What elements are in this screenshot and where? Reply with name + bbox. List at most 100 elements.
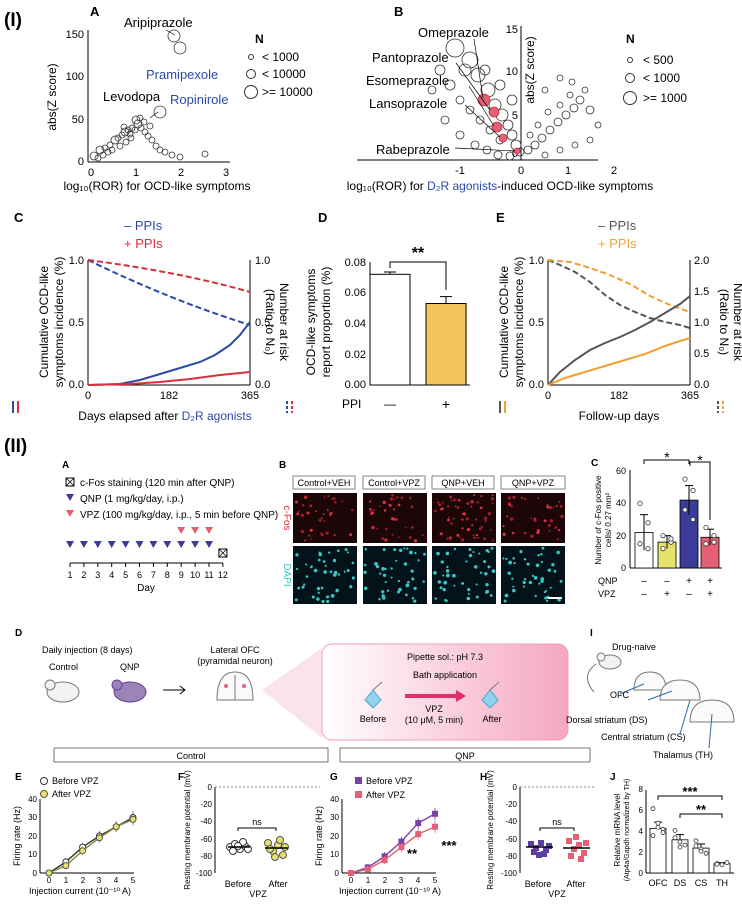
qnp-marker-4 xyxy=(107,541,116,548)
dot-IIJ-0 xyxy=(660,830,666,835)
cfos-cell xyxy=(382,500,386,504)
line-lineIIG-0 xyxy=(350,813,436,874)
dapi-cell xyxy=(303,583,306,586)
panel-I-E: E – PPIs + PPIs 0.0 0.5 1.0 0.0 0.5 1.0 … xyxy=(496,210,742,423)
ylabel-E-2: symptoms incidence (%) xyxy=(512,257,526,388)
panel-I-A: A 0 50 100 150 0 1 2 3 abs(Z score) log₁… xyxy=(45,4,313,193)
legend-B-item-2: >= 1000 xyxy=(643,91,687,105)
cfos-cell xyxy=(331,497,334,501)
curve-C-inc-minus xyxy=(87,321,251,386)
qnp-marker-2 xyxy=(79,541,88,548)
ytick-IIC-1: 20 xyxy=(616,531,626,541)
ylabel-IIH: Resting membrane potential (mV) xyxy=(486,770,495,890)
ytick-D-1: 0.02 xyxy=(345,349,366,361)
cond-IIB-1: Control+VPZ xyxy=(368,478,420,488)
dapi-cell xyxy=(381,567,385,571)
dapi-cell xyxy=(526,562,530,566)
cfos-cell xyxy=(301,504,305,507)
dot-IIC-3 xyxy=(711,533,717,539)
point-lineIIG-1 xyxy=(432,823,438,830)
vpz-val-1: + xyxy=(664,589,670,600)
dot-IIJ-1 xyxy=(677,844,683,850)
rytick-E-3: 1.5 xyxy=(694,286,709,298)
dapi-cell xyxy=(479,571,483,574)
sig-IIJ-1: *** xyxy=(682,784,698,799)
dapi-cell xyxy=(445,551,450,556)
day-label-6: 6 xyxy=(137,570,142,580)
cfos-cell xyxy=(318,518,322,522)
day-label-11: 11 xyxy=(204,570,213,580)
cfos-cell xyxy=(450,522,453,525)
legend-B-item-0: < 500 xyxy=(643,53,674,67)
dapi-cell xyxy=(452,573,456,578)
cfos-cell xyxy=(398,536,401,538)
dapi-cell xyxy=(335,588,339,593)
dapi-cell xyxy=(484,572,488,576)
dapi-cell xyxy=(559,579,563,583)
cfos-cell xyxy=(530,517,533,520)
rylabel-C-2: (Ratio to N₀) xyxy=(263,289,277,355)
point-lineIIG-1 xyxy=(364,866,371,873)
dapi-cell xyxy=(445,573,450,578)
legend-IIA-qnp: QNP (1 mg/kg/day, i.p.) xyxy=(80,494,184,505)
point-lineIIG-1 xyxy=(381,857,388,864)
point-lineIIG-1 xyxy=(415,831,422,838)
dapi-cell xyxy=(519,550,523,554)
ytick-IIG-1: 10 xyxy=(330,850,339,859)
ylabel-D-1: OCD-like symptoms xyxy=(304,269,318,376)
label-pantoprazole: Pantoprazole xyxy=(372,50,449,65)
cfos-cell xyxy=(490,497,494,501)
dapi-cell xyxy=(489,594,493,597)
ytick-A-2: 100 xyxy=(66,71,84,83)
dapi-cell xyxy=(434,597,438,600)
dapi-cell xyxy=(381,590,385,594)
day-label-1: 1 xyxy=(67,570,72,580)
rylabel-C-1: Number at risk xyxy=(277,283,291,362)
xtick-C-0: 0 xyxy=(85,390,91,402)
dapi-cell xyxy=(547,568,552,572)
cfos-cell xyxy=(351,508,354,512)
legend-IIE-before: Before VPZ xyxy=(52,776,99,786)
dapi-cell xyxy=(329,570,333,574)
legend-IIE-after: After VPZ xyxy=(52,789,92,799)
ytick-A-1: 50 xyxy=(72,114,84,126)
dapi-cell xyxy=(445,569,450,573)
cfos-cell xyxy=(306,511,310,515)
qnp-marker-8 xyxy=(163,541,172,548)
neuron-before-icon xyxy=(364,681,383,709)
dapi-cell xyxy=(442,587,446,592)
cfos-cell xyxy=(452,498,456,502)
ylabel-D-2: report proportion (%) xyxy=(319,267,333,378)
cfos-cell xyxy=(548,529,551,532)
neuron-after-icon xyxy=(481,681,500,709)
label-IID-vpz1: VPZ xyxy=(425,704,443,714)
ylabel-IIC-1: Number of c-Fos positive xyxy=(594,475,603,564)
cfos-cell xyxy=(315,510,317,512)
ytick-C-2: 1.0 xyxy=(69,255,84,267)
vpz-val-3: + xyxy=(707,589,713,600)
cfos-cell xyxy=(462,512,465,516)
cfos-cell xyxy=(385,527,388,531)
ytick-IIF-5: -100 xyxy=(196,869,213,878)
xlabel-A: log₁₀(ROR) for OCD-like symptoms xyxy=(63,179,250,193)
dot-IIJ-3 xyxy=(719,862,725,868)
panel-II-J: J 0 2 4 6 8 Relative mRNA level (Atp4a/G… xyxy=(610,772,734,888)
dapi-cell xyxy=(466,596,471,601)
cfos-cell xyxy=(456,533,460,537)
cfos-cell xyxy=(510,504,513,508)
panel-label-II-C: C xyxy=(591,458,598,469)
panel-label-A: A xyxy=(90,4,100,19)
ytick-IIC-3: 60 xyxy=(616,466,626,476)
dapi-cell xyxy=(549,586,552,589)
dapi-cell xyxy=(483,560,487,564)
dapi-cell xyxy=(490,547,494,550)
cfos-cell xyxy=(413,539,418,543)
label-III-naive: Drug-naive xyxy=(612,642,656,652)
qnp-val-0: – xyxy=(641,576,647,587)
dapi-cell xyxy=(533,576,538,580)
vpz-marker-9 xyxy=(177,527,186,534)
cfos-cell xyxy=(512,495,516,499)
cfos-cell xyxy=(475,533,478,537)
cfos-cell xyxy=(473,536,476,539)
dot-IIC-2 xyxy=(690,487,696,493)
